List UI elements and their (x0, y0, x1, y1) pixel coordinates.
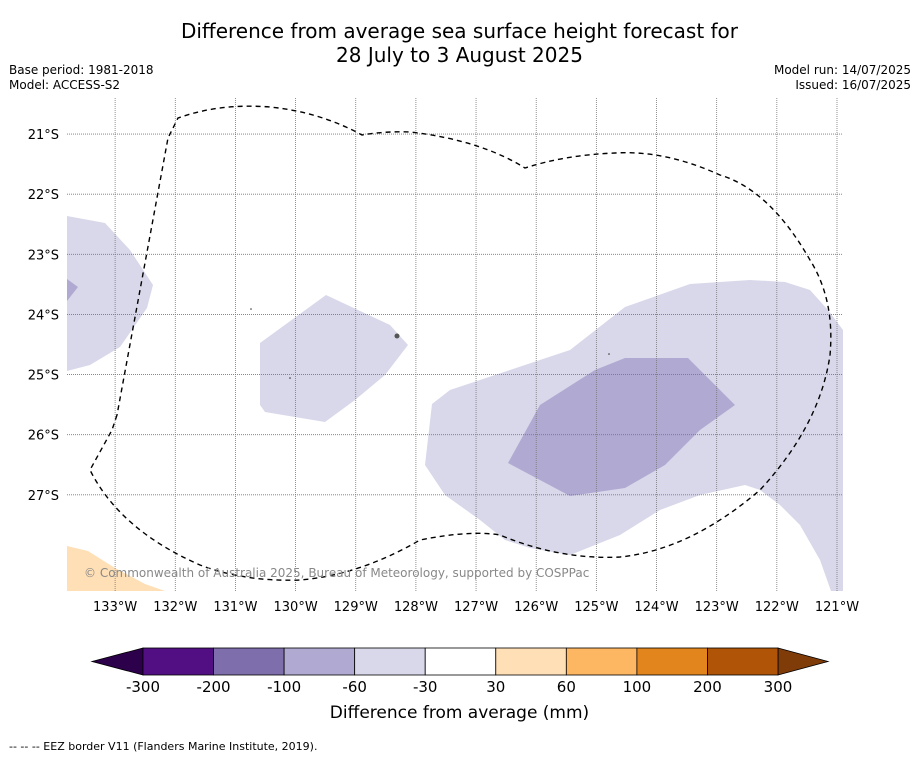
latitude-tick-label: 23°S (28, 248, 59, 263)
longitude-tick-label: 128°W (394, 600, 438, 615)
longitude-tick-label: 130°W (274, 600, 318, 615)
colorbar-title: Difference from average (mm) (0, 703, 919, 723)
longitude-tick-label: 125°W (574, 600, 618, 615)
latitude-tick-label: 24°S (28, 308, 59, 323)
colorbar-tick-label: -300 (126, 678, 160, 696)
copyright-text: © Commonwealth of Australia 2025, Bureau… (84, 566, 589, 580)
colorbar-tick-label: 300 (764, 678, 793, 696)
colorbar-under-arrow (92, 648, 143, 675)
colorbar-tick-label: 200 (693, 678, 722, 696)
latitude-tick-labels: 21°S 22°S 23°S 24°S 25°S 26°S 27°S (28, 128, 59, 504)
island-speck (395, 334, 400, 339)
colorbar-tick-label: 60 (557, 678, 576, 696)
latitude-tick-label: 26°S (28, 429, 59, 444)
latitude-tick-label: 21°S (28, 128, 59, 143)
colorbar-tick-label: 30 (486, 678, 505, 696)
longitude-tick-label: 121°W (815, 600, 859, 615)
island-speck (289, 377, 291, 379)
map-figure: 21°S22°S23°S24°S25°S26°S27°S 133°W 132°W 1… (0, 0, 919, 700)
colorbar-segment (284, 648, 355, 675)
colorbar-tick-label: -100 (267, 678, 301, 696)
longitude-tick-label: 126°W (514, 600, 558, 615)
colorbar-tick-label: -200 (197, 678, 231, 696)
colorbar-tick-label: 100 (623, 678, 652, 696)
colorbar-segment (566, 648, 637, 675)
colorbar-segment (214, 648, 285, 675)
colorbar-tick-label: -30 (413, 678, 438, 696)
longitude-tick-label: 122°W (755, 600, 799, 615)
island-speck (250, 308, 252, 310)
colorbar-segment (707, 648, 778, 675)
colorbar: -300 -200 -100 -60 -30 30 60 100 200 300 (92, 648, 828, 696)
colorbar-segment (355, 648, 426, 675)
island-speck (608, 353, 610, 355)
latitude-tick-label: 22°S (28, 188, 59, 203)
longitude-tick-label: 124°W (634, 600, 678, 615)
eez-border-legend: -- -- -- EEZ border V11 (Flanders Marine… (9, 740, 317, 753)
colorbar-tick-label: -60 (342, 678, 367, 696)
anomaly-region-west (67, 216, 153, 371)
colorbar-over-arrow (778, 648, 828, 675)
anomaly-fields (67, 216, 843, 591)
longitude-tick-label: 132°W (153, 600, 197, 615)
longitude-tick-label: 133°W (93, 600, 137, 615)
latitude-tick-label: 27°S (28, 489, 59, 504)
longitude-tick-labels: 133°W 132°W 131°W 130°W 129°W 128°W 127°W 126°W… (93, 600, 859, 615)
longitude-tick-label: 129°W (334, 600, 378, 615)
colorbar-segment (496, 648, 567, 675)
longitude-tick-label: 131°W (213, 600, 257, 615)
colorbar-segment (143, 648, 214, 675)
longitude-tick-label: 123°W (695, 600, 739, 615)
colorbar-segment (637, 648, 708, 675)
longitude-tick-label: 127°W (454, 600, 498, 615)
latitude-tick-label: 25°S (28, 369, 59, 384)
colorbar-segment (425, 648, 496, 675)
